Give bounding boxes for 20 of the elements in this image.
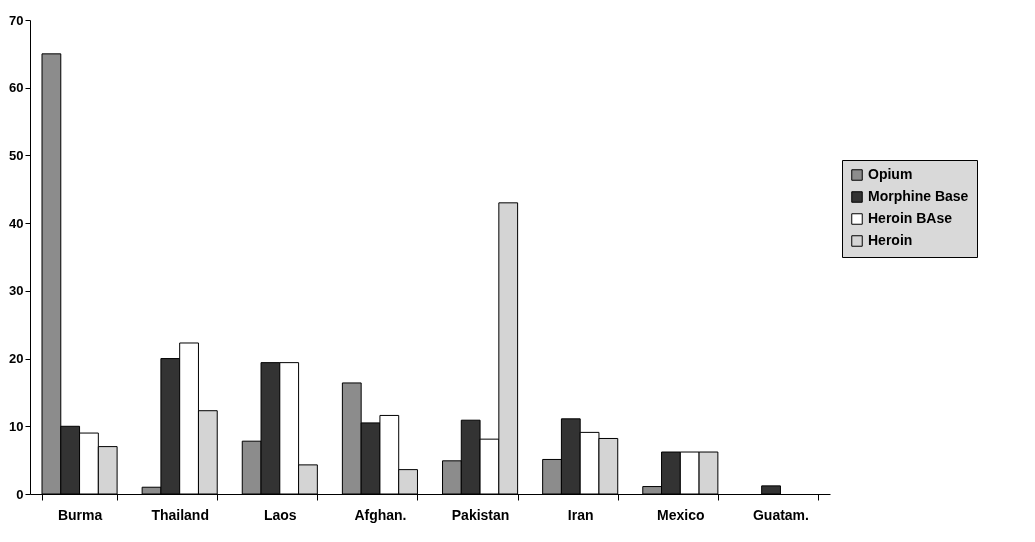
x-tick-label: Pakistan (451, 506, 510, 523)
x-tick-label: Mexico (657, 506, 705, 523)
legend-label: Opium (868, 166, 913, 182)
legend-label: Heroin BAse (868, 210, 953, 226)
legend-label: Heroin (868, 232, 913, 248)
legend-label: Morphine Base (868, 188, 969, 204)
x-tick-label: Iran (567, 506, 594, 523)
y-tick-label: 60 (9, 80, 24, 96)
y-tick-label: 10 (9, 418, 24, 434)
x-tick-label: Afghan. (354, 506, 407, 523)
y-tick-label: 30 (9, 283, 24, 299)
x-tick-label: Thailand (151, 506, 209, 523)
y-tick-label: 50 (9, 147, 24, 163)
y-tick-label: 20 (9, 351, 24, 367)
x-tick-label: Guatam. (752, 506, 809, 523)
x-tick-label: Laos (263, 506, 297, 523)
y-tick-label: 0 (16, 486, 24, 502)
y-tick-label: 70 (9, 12, 24, 28)
y-tick-label: 40 (9, 215, 24, 231)
x-tick-label: Burma (57, 506, 103, 523)
